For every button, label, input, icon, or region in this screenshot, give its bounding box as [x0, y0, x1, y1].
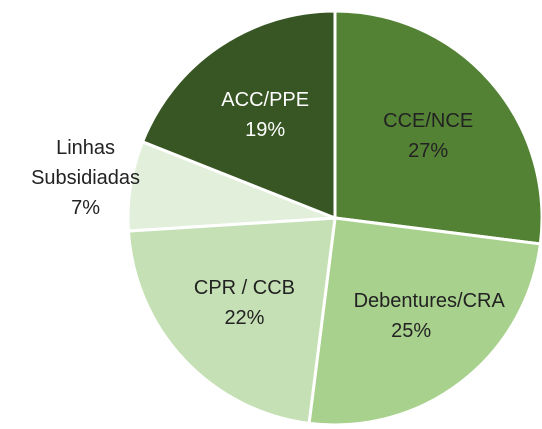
value-label: 7% — [71, 197, 101, 220]
slice-label: CPR / CCB 22% — [194, 273, 295, 333]
pie-slice — [140, 9, 337, 221]
pie-slice — [307, 216, 542, 427]
category-label: Linhas Subsidiadas — [31, 137, 141, 190]
value-label: 19% — [245, 119, 286, 142]
category-label: Debentures/CRA — [353, 290, 505, 313]
value-label: 22% — [224, 307, 265, 330]
category-label: ACC/PPE — [221, 89, 310, 112]
pie-slice — [333, 9, 542, 246]
slice-label: ACC/PPE 19% — [221, 85, 309, 145]
category-label: CCE/NCE — [383, 109, 474, 132]
category-label: CPR / CCB — [193, 277, 296, 300]
pie-slice — [126, 216, 337, 426]
slice-label: Linhas Subsidiadas 7% — [28, 133, 143, 223]
value-label: 27% — [408, 139, 449, 162]
slice-label: Debentures/CRA 25% — [353, 286, 505, 346]
slice-label: CCE/NCE 27% — [383, 106, 473, 166]
value-label: 25% — [391, 320, 432, 343]
